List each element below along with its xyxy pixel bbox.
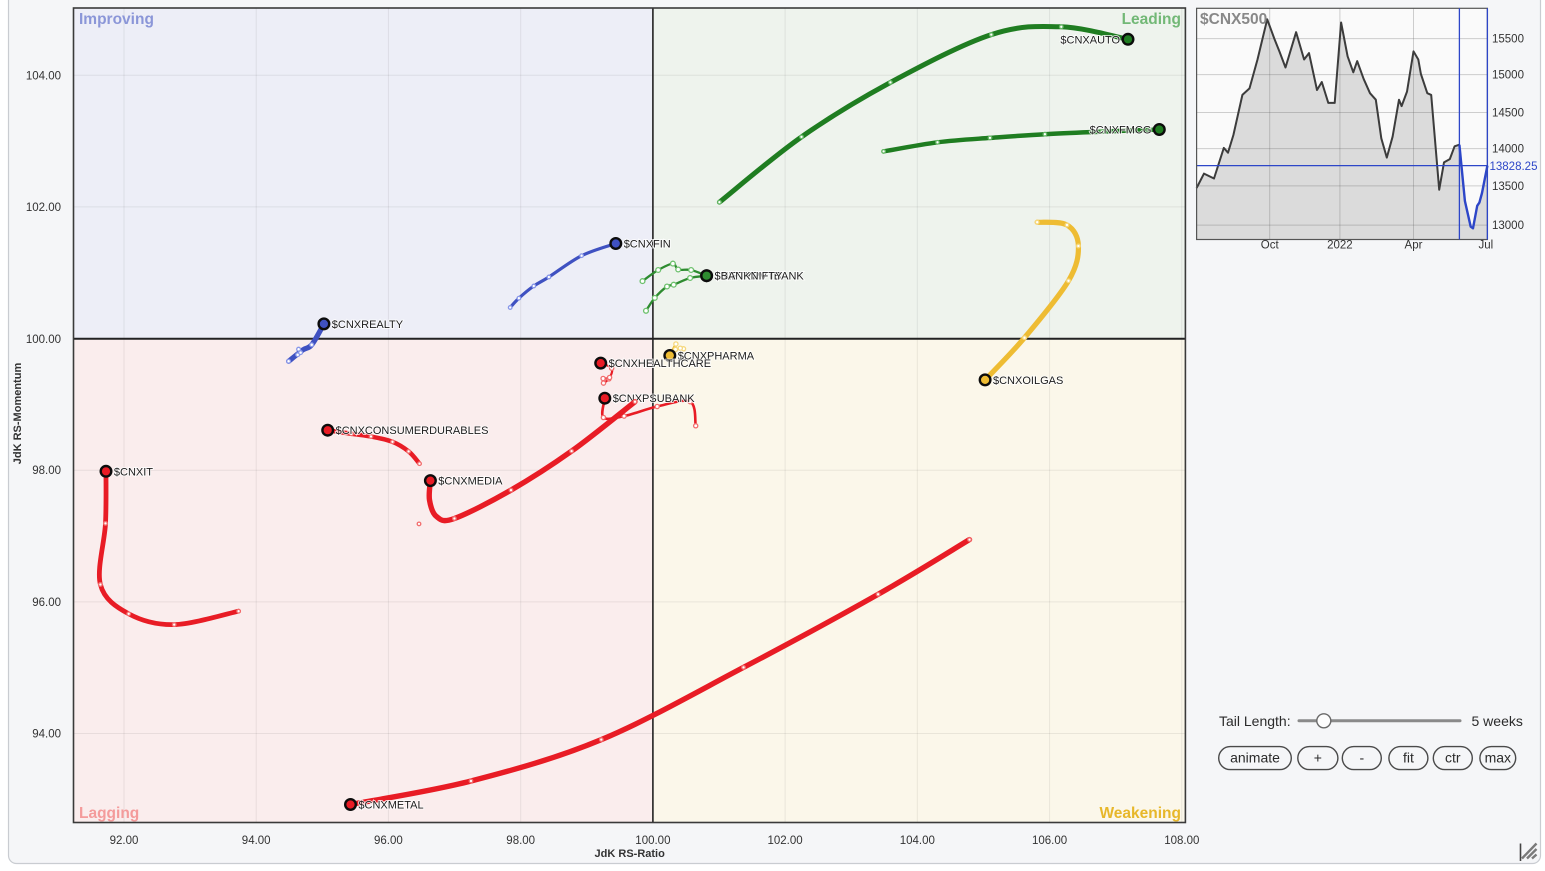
svg-text:15500: 15500 (1492, 34, 1524, 46)
svg-text:$CNX500: $CNX500 (1200, 11, 1267, 28)
svg-text:$CNXMEDIA: $CNXMEDIA (438, 476, 503, 488)
svg-text:14500: 14500 (1492, 108, 1524, 120)
svg-text:$CNXFMCG: $CNXFMCG (1090, 125, 1152, 137)
svg-text:102.00: 102.00 (768, 835, 803, 847)
svg-text:13828.25: 13828.25 (1490, 161, 1538, 173)
svg-text:14000: 14000 (1492, 144, 1524, 156)
svg-text:JdK RS-Ratio: JdK RS-Ratio (595, 848, 666, 860)
svg-text:$CNXAUTO: $CNXAUTO (1060, 34, 1120, 46)
svg-text:15000: 15000 (1492, 70, 1524, 82)
svg-text:Oct: Oct (1261, 240, 1280, 252)
svg-text:Lagging: Lagging (79, 805, 139, 822)
svg-text:98.00: 98.00 (32, 465, 61, 477)
svg-text:Tail Length:: Tail Length: (1219, 713, 1291, 729)
svg-text:$NIFTYPVTBANK: $NIFTYPVTBANK (715, 271, 805, 283)
svg-text:$CNXMETAL: $CNXMETAL (358, 800, 423, 812)
svg-text:$CNXOILGAS: $CNXOILGAS (993, 375, 1063, 387)
svg-text:100.00: 100.00 (635, 835, 670, 847)
svg-text:104.00: 104.00 (26, 70, 61, 82)
svg-text:animate: animate (1230, 750, 1280, 766)
svg-text:Weakening: Weakening (1099, 805, 1181, 822)
svg-text:Improving: Improving (79, 11, 154, 28)
svg-text:$CNXIT: $CNXIT (114, 466, 153, 478)
svg-text:104.00: 104.00 (900, 835, 935, 847)
svg-text:102.00: 102.00 (26, 202, 61, 214)
svg-text:94.00: 94.00 (32, 729, 61, 741)
svg-text:92.00: 92.00 (110, 835, 139, 847)
svg-text:Jul: Jul (1478, 240, 1493, 252)
svg-text:$CNXPSUBANK: $CNXPSUBANK (613, 393, 696, 405)
svg-text:2022: 2022 (1327, 240, 1353, 252)
svg-text:$CNXHEALTHCARE: $CNXHEALTHCARE (609, 358, 712, 370)
svg-text:13000: 13000 (1492, 220, 1524, 232)
svg-text:ctr: ctr (1445, 750, 1461, 766)
svg-text:96.00: 96.00 (32, 597, 61, 609)
svg-text:$CNXFIN: $CNXFIN (624, 239, 671, 251)
svg-text:13500: 13500 (1492, 181, 1524, 193)
svg-text:+: + (1314, 750, 1322, 766)
svg-text:5 weeks: 5 weeks (1472, 713, 1523, 729)
svg-text:-: - (1359, 750, 1364, 766)
svg-text:96.00: 96.00 (374, 835, 403, 847)
svg-text:fit: fit (1403, 750, 1414, 766)
svg-text:$CNXREALTY: $CNXREALTY (332, 319, 404, 331)
svg-text:100.00: 100.00 (26, 334, 61, 346)
svg-text:94.00: 94.00 (242, 835, 271, 847)
svg-text:106.00: 106.00 (1032, 835, 1067, 847)
svg-text:$CNXCONSUMERDURABLES: $CNXCONSUMERDURABLES (336, 425, 489, 437)
svg-text:max: max (1485, 750, 1511, 766)
svg-text:Apr: Apr (1405, 240, 1423, 252)
svg-text:$CNXPHARMA: $CNXPHARMA (678, 351, 755, 363)
svg-text:108.00: 108.00 (1164, 835, 1199, 847)
svg-text:$BANKNIFTY: $BANKNIFTY (715, 271, 784, 283)
svg-text:JdK RS-Momentum: JdK RS-Momentum (12, 363, 24, 465)
svg-text:Leading: Leading (1122, 11, 1181, 28)
svg-text:98.00: 98.00 (506, 835, 535, 847)
